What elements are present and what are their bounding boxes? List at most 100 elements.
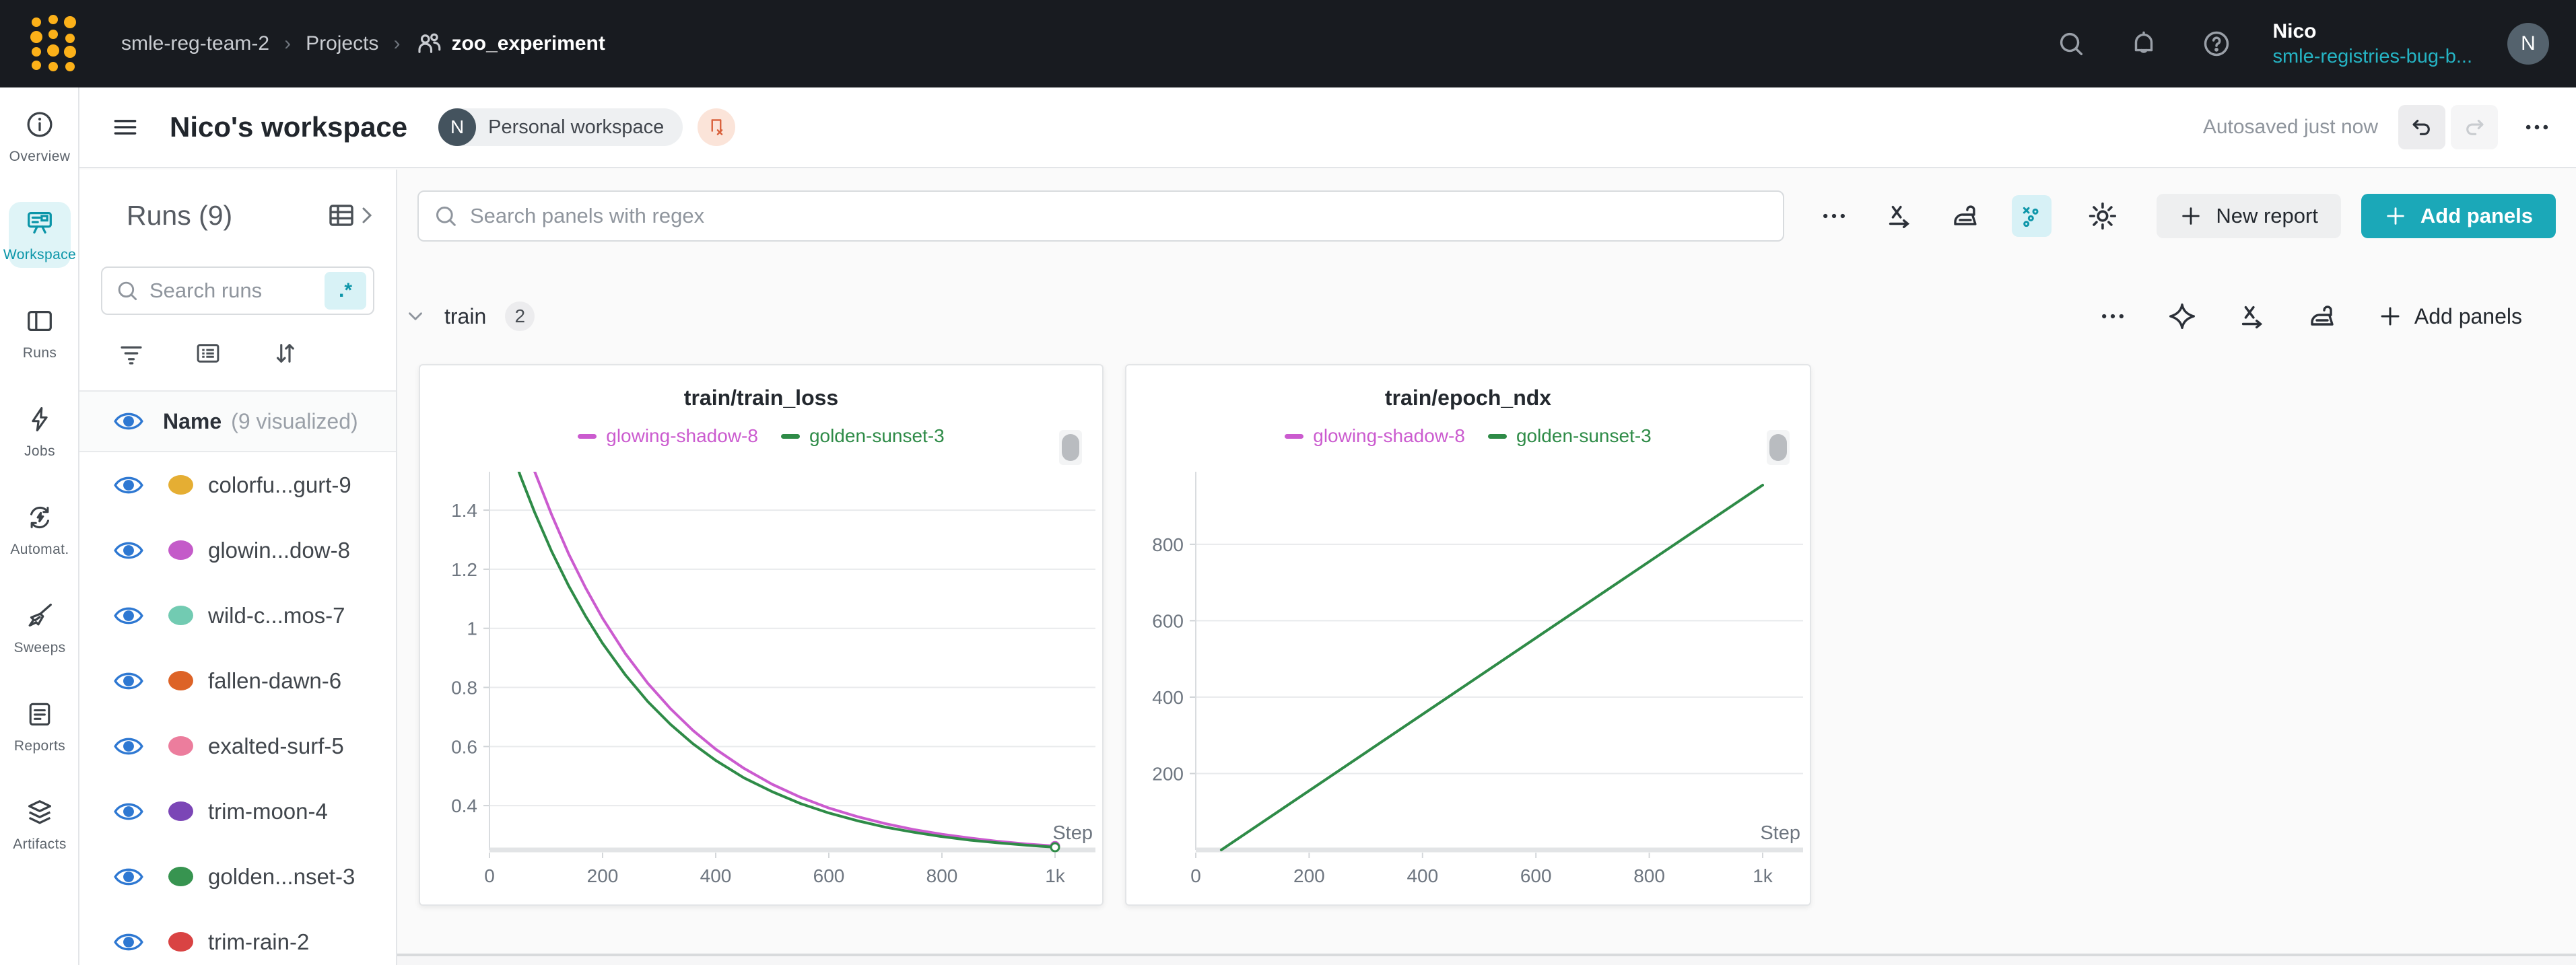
svg-text:1k: 1k [1753, 865, 1773, 886]
panel-scrollbar-thumb[interactable] [1769, 434, 1787, 461]
visibility-eye-icon[interactable] [113, 474, 144, 497]
visibility-eye-icon[interactable] [113, 670, 144, 692]
legend-label: golden-sunset-3 [809, 425, 945, 446]
run-row[interactable]: colorfu...gurt-9 [79, 452, 396, 517]
user-menu[interactable]: Nico smle-registries-bug-b... [2272, 19, 2472, 69]
visibility-eye-icon[interactable] [113, 604, 144, 627]
breadcrumb-projects[interactable]: Projects [306, 32, 379, 55]
panel-overflow-icon[interactable] [1819, 201, 1849, 231]
runs-header-count: (9 visualized) [231, 408, 358, 433]
sidebar-item-workspace[interactable]: Workspace [0, 186, 79, 284]
panel-scrollbar-thumb[interactable] [1062, 434, 1079, 461]
sort-icon[interactable] [271, 339, 299, 367]
visibility-eye-icon[interactable] [113, 410, 144, 433]
notifications-bell-icon[interactable] [2128, 28, 2159, 59]
new-report-button[interactable]: New report [2157, 194, 2341, 238]
svg-text:600: 600 [1152, 610, 1184, 631]
legend-item[interactable]: golden-sunset-3 [1487, 425, 1652, 447]
sidebar-item-sweeps[interactable]: Sweeps [0, 579, 79, 677]
section-panel-count: 2 [505, 301, 535, 331]
help-icon[interactable] [2201, 28, 2232, 59]
svg-text:200: 200 [1293, 865, 1325, 886]
visibility-eye-icon[interactable] [113, 865, 144, 888]
run-row[interactable]: glowin...dow-8 [79, 517, 396, 583]
add-panels-button[interactable]: Add panels [2361, 194, 2556, 238]
undo-button[interactable] [2398, 105, 2445, 149]
run-name: glowin...dow-8 [208, 537, 350, 563]
run-color-dot [168, 801, 193, 821]
legend-item[interactable]: glowing-shadow-8 [1285, 425, 1465, 447]
x-axis-settings-icon[interactable] [2237, 301, 2268, 332]
search-icon [436, 207, 456, 226]
workspace-badge[interactable]: N Personal workspace [438, 108, 683, 146]
runs-list-header[interactable]: Name (9 visualized) [79, 390, 396, 452]
run-row[interactable]: wild-c...mos-7 [79, 583, 396, 648]
section-label[interactable]: train [444, 303, 487, 328]
chevron-down-icon[interactable] [404, 305, 427, 328]
chart-panel-epoch-ndx[interactable]: train/epoch_ndx glowing-shadow-8 golden-… [1125, 364, 1811, 906]
run-color-dot [168, 606, 193, 625]
sidebar-item-label: Runs [22, 345, 57, 361]
visibility-eye-icon[interactable] [113, 539, 144, 562]
plus-icon [2182, 207, 2200, 225]
run-name: trim-moon-4 [208, 798, 328, 824]
panel-search-input[interactable] [470, 204, 1770, 228]
sidebar-item-reports[interactable]: Reports [0, 677, 79, 775]
search-icon[interactable] [2056, 28, 2087, 59]
legend-swatch [1285, 433, 1304, 439]
sidebar-item-overview[interactable]: Overview [0, 87, 79, 186]
line-chart-epoch-ndx[interactable]: 200 400 600 800 0 200 400 600 800 1k Step [1126, 453, 1810, 890]
svg-text:600: 600 [1520, 865, 1552, 886]
svg-text:0: 0 [484, 865, 495, 886]
sidebar-item-automations[interactable]: Automat. [0, 480, 79, 579]
visibility-eye-icon[interactable] [113, 735, 144, 758]
run-name: fallen-dawn-6 [208, 668, 342, 693]
table-icon [329, 205, 353, 226]
expand-runs-table-button[interactable] [326, 199, 376, 231]
clear-workspace-button[interactable] [698, 108, 736, 146]
magic-sparkle-icon[interactable] [2167, 301, 2198, 332]
redo-button[interactable] [2451, 105, 2498, 149]
full-fidelity-sampling-button[interactable] [2012, 195, 2052, 237]
run-row[interactable]: exalted-surf-5 [79, 713, 396, 779]
line-chart-train-loss[interactable]: 0.4 0.6 0.8 1 1.2 1.4 0 200 400 600 800 1k Step [420, 453, 1102, 890]
run-name: golden...nset-3 [208, 863, 355, 889]
sidebar-item-label: Automat. [10, 541, 69, 557]
chart-title: train/epoch_ndx [1384, 386, 1552, 410]
user-org-link[interactable]: smle-registries-bug-b... [2272, 45, 2472, 67]
run-row[interactable]: trim-rain-2 [79, 909, 396, 965]
section-add-panels-button[interactable]: Add panels [2378, 304, 2522, 329]
svg-text:1.2: 1.2 [451, 559, 477, 580]
visibility-eye-icon[interactable] [113, 800, 144, 823]
regex-toggle[interactable]: .* [325, 272, 366, 310]
settings-gear-icon[interactable] [2087, 199, 2119, 233]
sidebar-item-jobs[interactable]: Jobs [0, 382, 79, 480]
breadcrumb-team[interactable]: smle-reg-team-2 [121, 32, 270, 55]
chart-panel-train-loss[interactable]: train/train_loss glowing-shadow-8 golden… [419, 364, 1104, 906]
avatar[interactable]: N [2507, 23, 2549, 65]
new-report-label: New report [2216, 204, 2318, 227]
sidebar-item-artifacts[interactable]: Artifacts [0, 775, 79, 873]
breadcrumb-separator: › [284, 32, 292, 55]
run-row[interactable]: trim-moon-4 [79, 779, 396, 844]
group-list-icon[interactable] [194, 339, 222, 367]
menu-icon[interactable] [110, 112, 140, 142]
sidebar-item-runs[interactable]: Runs [0, 284, 79, 382]
visibility-eye-icon[interactable] [113, 931, 144, 954]
runs-search-input[interactable] [149, 279, 325, 303]
run-row[interactable]: golden...nset-3 [79, 844, 396, 909]
section-overflow-icon[interactable] [2098, 301, 2128, 331]
smoothing-icon[interactable] [2307, 300, 2339, 332]
run-row[interactable]: fallen-dawn-6 [79, 648, 396, 713]
overflow-menu-icon[interactable] [2522, 112, 2552, 142]
report-icon [29, 703, 50, 725]
wandb-logo[interactable] [27, 13, 79, 75]
filter-icon[interactable] [117, 339, 145, 367]
breadcrumb-project[interactable]: zoo_experiment [415, 30, 605, 58]
legend-item[interactable]: golden-sunset-3 [780, 425, 945, 447]
x-axis-settings-icon[interactable] [1884, 200, 1915, 232]
panel-search-box [417, 190, 1785, 242]
legend-item[interactable]: glowing-shadow-8 [578, 425, 758, 447]
workspace-badge-avatar: N [438, 108, 477, 146]
smoothing-icon[interactable] [1950, 199, 1982, 233]
